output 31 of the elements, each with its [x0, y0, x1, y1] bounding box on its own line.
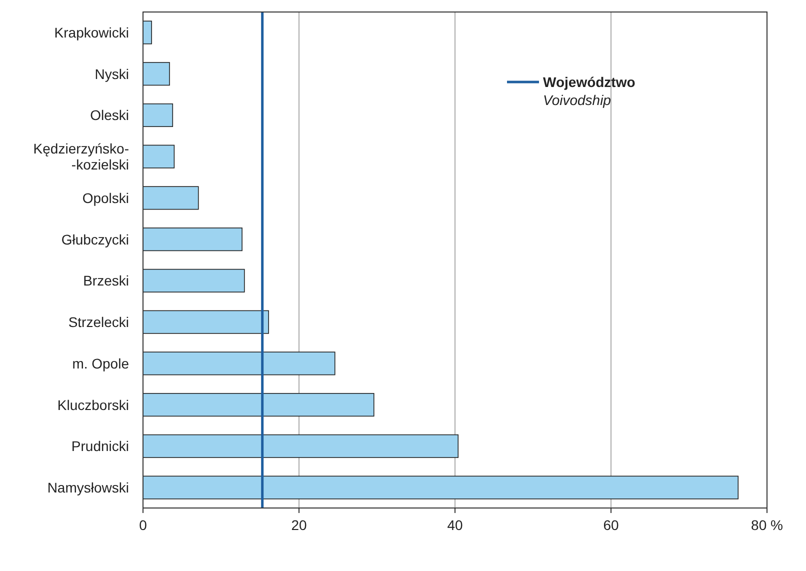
x-tick-label: 40 [447, 517, 463, 533]
bar [142, 393, 374, 417]
y-tick-label: m. Opole [72, 355, 130, 372]
x-tick-label: 20 [291, 517, 307, 533]
bar [142, 434, 459, 458]
y-tick-label: Głubczycki [61, 231, 129, 248]
x-tick-label: 0 [139, 517, 148, 533]
y-tick-label: Oleski [90, 107, 129, 124]
x-tick-label: 60 [603, 517, 619, 533]
annotation: Województwo [543, 74, 636, 90]
y-tick-label: Namysłowski [47, 480, 129, 496]
y-tick-label: Brzeski [83, 272, 129, 289]
bar [142, 103, 174, 127]
bar [142, 144, 175, 168]
y-tick-label: Opolski [82, 190, 129, 206]
x-tick-label: 80 % [751, 517, 783, 533]
y-tick-label: Nyski [94, 66, 129, 82]
bar [142, 186, 199, 210]
bar [142, 310, 269, 334]
bar [142, 20, 152, 44]
bar [142, 62, 170, 86]
annotation: Voivodship [543, 92, 612, 108]
y-tick-label: Strzelecki [68, 314, 129, 330]
y-tick-label: Krapkowicki [54, 24, 129, 40]
y-tick-label: Kędzierzyńsko- -kozielski [33, 140, 130, 173]
bar [142, 476, 739, 500]
bar [142, 352, 336, 376]
bar [142, 268, 245, 292]
y-tick-label: Kluczborski [57, 396, 129, 413]
y-tick-label: Prudnicki [71, 438, 129, 454]
bar [142, 228, 242, 252]
